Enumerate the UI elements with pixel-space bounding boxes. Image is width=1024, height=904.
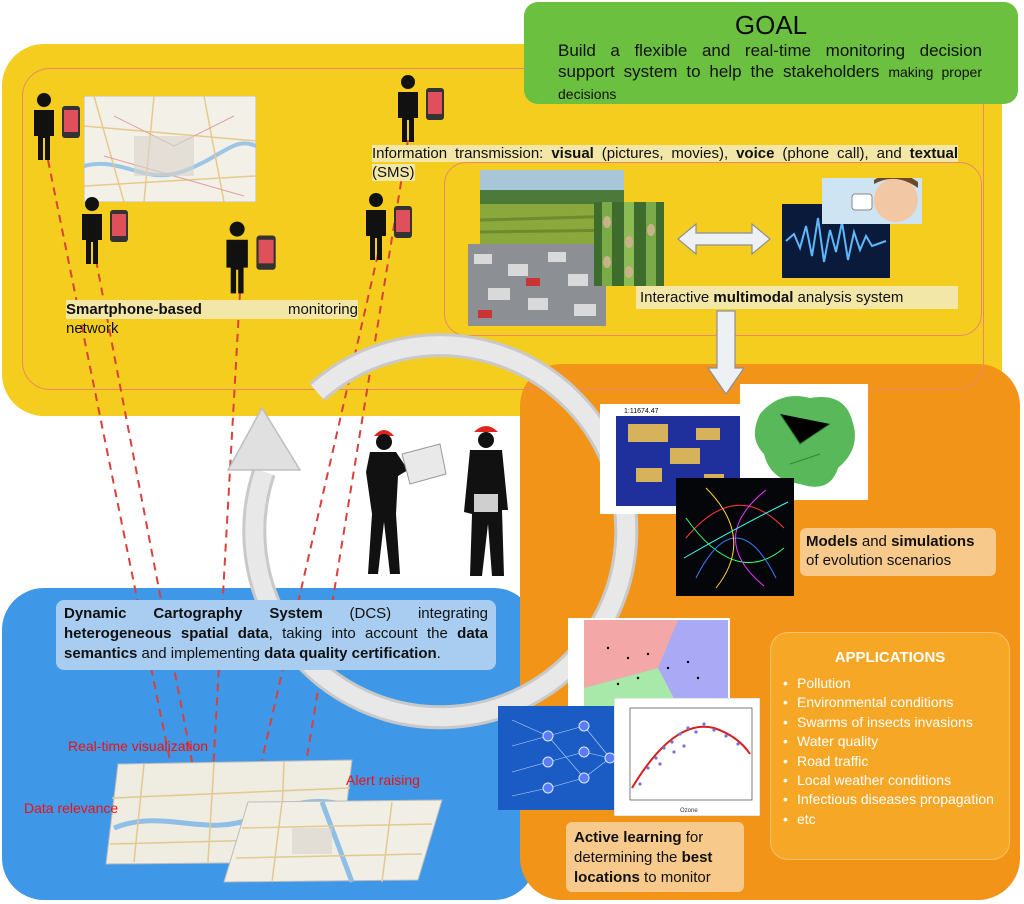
regression-plot-image: Ozone bbox=[614, 698, 760, 816]
city-map-image bbox=[84, 96, 256, 202]
dcs-description: Dynamic Cartography System (DCS) integra… bbox=[56, 600, 496, 670]
person-phone-call-image bbox=[822, 178, 922, 224]
goal-box: GOAL Build a flexible and real-time moni… bbox=[524, 2, 1018, 104]
list-item: Road traffic bbox=[783, 752, 1009, 772]
sim-scale-label: 1:11674.47 bbox=[624, 408, 659, 415]
data-relevance-label: Data relevance bbox=[24, 800, 119, 816]
list-item: Infectious diseases propagation bbox=[783, 790, 1009, 810]
person-with-phone-icon bbox=[82, 197, 128, 264]
list-item: Swarms of insects invasions bbox=[783, 713, 1009, 733]
person-with-phone-icon bbox=[366, 193, 412, 260]
person-with-phone-icon bbox=[34, 93, 80, 160]
inner-frame-outer bbox=[22, 68, 984, 390]
traffic-jam-photo bbox=[468, 244, 606, 326]
applications-title: APPLICATIONS bbox=[834, 649, 946, 666]
neural-network-image bbox=[498, 706, 622, 810]
inner-frame-inner bbox=[444, 162, 982, 336]
applications-list: Pollution Environmental conditions Swarm… bbox=[771, 674, 1009, 830]
person-with-phone-icon bbox=[226, 221, 276, 294]
active-learning-label: Active learning for determining the best… bbox=[566, 822, 744, 892]
list-item: Environmental conditions bbox=[783, 693, 1009, 713]
insects-on-leaves-photo bbox=[594, 202, 664, 286]
down-arrow-icon bbox=[706, 310, 746, 396]
info-transmission-text: Information transmission: visual (pictur… bbox=[372, 145, 958, 181]
alert-raising-label: Alert raising bbox=[346, 772, 420, 788]
multimodal-system-label: Interactive multimodal analysis system bbox=[636, 286, 958, 309]
goal-title: GOAL bbox=[734, 10, 808, 40]
list-item: Local weather conditions bbox=[783, 771, 1009, 791]
network-graph-image bbox=[676, 478, 794, 596]
applications-box: APPLICATIONS Pollution Environmental con… bbox=[770, 632, 1010, 860]
list-item: Water quality bbox=[783, 732, 1009, 752]
regression-xlabel: Ozone bbox=[680, 808, 698, 814]
engineers-silhouette-image bbox=[366, 426, 508, 576]
list-item: Pollution bbox=[783, 674, 1009, 694]
goal-text: Build a flexible and real-time monitorin… bbox=[558, 41, 982, 102]
alert-map-image bbox=[223, 799, 443, 883]
green-region-map-image bbox=[740, 384, 868, 500]
double-arrow-icon bbox=[677, 222, 771, 256]
person-with-phone-icon bbox=[398, 75, 444, 142]
models-label: Models and simulations of evolution scen… bbox=[800, 528, 996, 576]
smartphone-network-label: Smartphone-based monitoring network bbox=[66, 300, 358, 337]
realtime-visualization-label: Real-time visualization bbox=[68, 738, 209, 754]
list-item: etc bbox=[783, 810, 1009, 830]
